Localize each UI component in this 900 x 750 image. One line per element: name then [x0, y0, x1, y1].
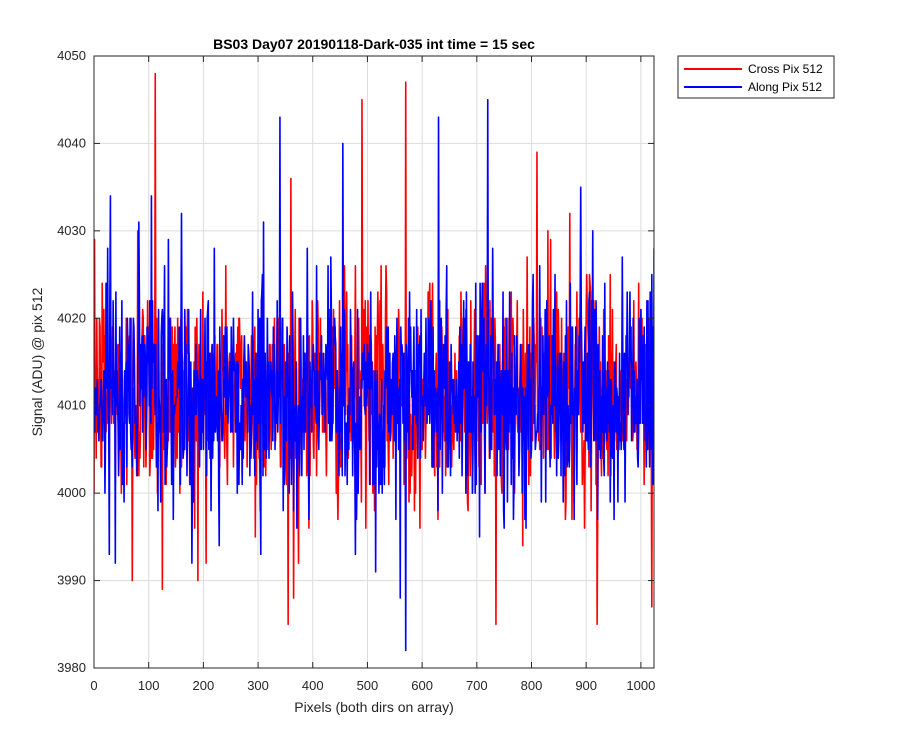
chart-title: BS03 Day07 20190118-Dark-035 int time = …: [213, 36, 535, 52]
axes-frame: [93, 55, 655, 669]
x-tick-label: 700: [466, 678, 488, 693]
x-tick-labels: 0 100 200 300 400 500 600 700 800 900 1000: [90, 678, 655, 693]
legend: Cross Pix 512 Along Pix 512: [677, 55, 835, 99]
x-tick-label: 600: [411, 678, 433, 693]
y-tick-label: 4040: [57, 135, 86, 150]
y-tick-label: 4010: [57, 398, 86, 413]
x-tick-label: 800: [521, 678, 543, 693]
y-tick-label: 4030: [57, 223, 86, 238]
y-tick-label: 4050: [57, 48, 86, 63]
x-axis-label: Pixels (both dirs on array): [294, 699, 454, 715]
legend-label-cross: Cross Pix 512: [748, 62, 823, 76]
legend-item-along: Along Pix 512: [684, 80, 822, 94]
tick-marks: [93, 55, 654, 669]
y-tick-label: 4020: [57, 310, 86, 325]
x-tick-label: 1000: [626, 678, 655, 693]
y-tick-label: 3980: [57, 660, 86, 675]
legend-box: [677, 55, 835, 99]
x-tick-label: 0: [90, 678, 97, 693]
x-tick-label: 900: [575, 678, 597, 693]
x-tick-label: 400: [302, 678, 324, 693]
series-along-pix-512: [94, 98, 654, 652]
y-axis-label: Signal (ADU) @ pix 512: [29, 287, 45, 436]
legend-item-cross: Cross Pix 512: [684, 62, 823, 76]
y-tick-label: 3990: [57, 573, 86, 588]
y-tick-labels: 3980 3990 4000 4010 4020 4030 4040 4050: [57, 48, 86, 675]
legend-label-along: Along Pix 512: [748, 80, 822, 94]
x-tick-label: 500: [357, 678, 379, 693]
y-tick-label: 4000: [57, 485, 86, 500]
x-tick-label: 300: [247, 678, 269, 693]
series-layer: [94, 72, 654, 652]
x-tick-label: 100: [138, 678, 160, 693]
x-tick-label: 200: [193, 678, 215, 693]
